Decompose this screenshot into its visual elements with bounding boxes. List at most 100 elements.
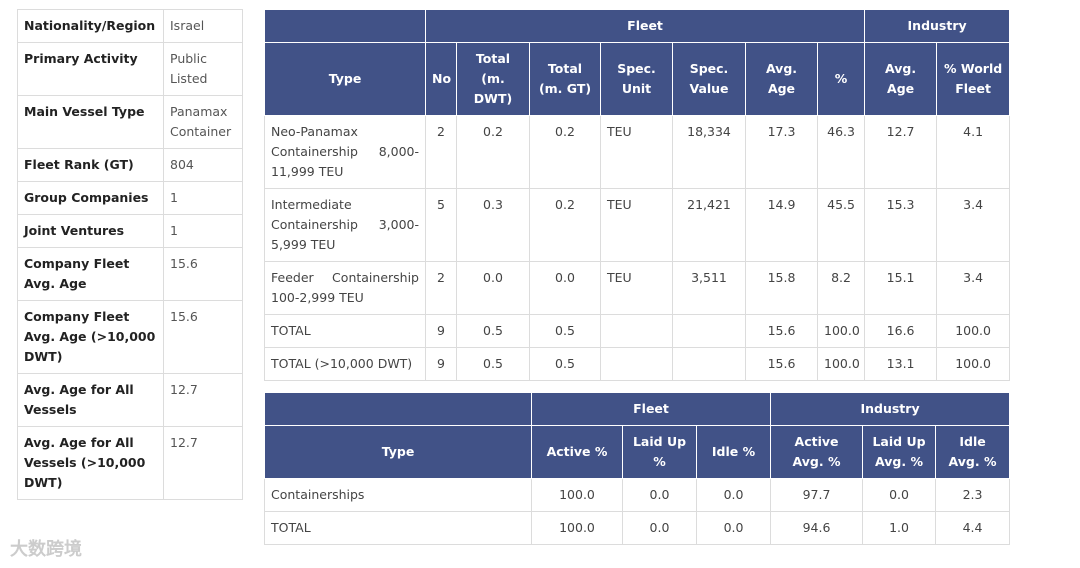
column-header: Avg. Age bbox=[745, 42, 818, 116]
profile-value: 1 bbox=[163, 181, 243, 215]
cell: 100.0 bbox=[816, 347, 866, 381]
column-header: % bbox=[816, 42, 866, 116]
cell: 15.6 bbox=[745, 347, 818, 381]
cell: 1.0 bbox=[862, 511, 937, 545]
cell: 0.0 bbox=[862, 478, 937, 512]
cell: 2 bbox=[425, 261, 457, 315]
profile-label: Company Fleet Avg. Age bbox=[17, 247, 164, 301]
cell bbox=[672, 347, 746, 381]
cell: 0.5 bbox=[529, 314, 601, 348]
cell: 3.4 bbox=[936, 261, 1011, 315]
cell: 45.5 bbox=[816, 188, 866, 262]
profile-row: Joint Ventures 1 bbox=[17, 214, 243, 248]
cell: 3.4 bbox=[936, 188, 1011, 262]
column-header-row: Type Active % Laid Up % Idle % Active Avg. %… bbox=[264, 425, 1011, 479]
cell: 18,334 bbox=[672, 115, 746, 189]
column-header: Laid Up Avg. % bbox=[862, 425, 937, 479]
column-header: Type bbox=[264, 42, 426, 116]
profile-label: Primary Activity bbox=[17, 42, 164, 96]
cell: 0.2 bbox=[529, 115, 601, 189]
cell: 13.1 bbox=[864, 347, 938, 381]
profile-label: Main Vessel Type bbox=[17, 95, 164, 149]
group-header: Industry bbox=[770, 392, 1011, 426]
data-row: Neo-Panamax Containership 8,000-11,999 T… bbox=[264, 115, 1011, 189]
header-blank bbox=[264, 392, 532, 426]
cell: 0.2 bbox=[456, 115, 530, 189]
data-row: TOTAL 100.0 0.0 0.0 94.6 1.0 4.4 bbox=[264, 511, 1011, 545]
cell: 0.0 bbox=[529, 261, 601, 315]
cell: 12.7 bbox=[864, 115, 938, 189]
column-header: Spec. Unit bbox=[600, 42, 673, 116]
cell: 0.3 bbox=[456, 188, 530, 262]
profile-row: Avg. Age for All Vessels 12.7 bbox=[17, 373, 243, 427]
column-header: Total (m. DWT) bbox=[456, 42, 530, 116]
cell: 0.5 bbox=[456, 314, 530, 348]
cell: TEU bbox=[600, 261, 673, 315]
profile-value: Israel bbox=[163, 9, 243, 43]
status-table: Fleet Industry Type Active % Laid Up % Idle %… bbox=[264, 392, 1011, 545]
cell: 2 bbox=[425, 115, 457, 189]
group-header: Fleet bbox=[530, 392, 772, 426]
cell: 15.1 bbox=[864, 261, 938, 315]
cell: 97.7 bbox=[770, 478, 864, 512]
column-header: Idle Avg. % bbox=[935, 425, 1011, 479]
profile-label: Nationality/Region bbox=[17, 9, 164, 43]
type-cell: TOTAL bbox=[264, 314, 426, 348]
profile-value: Panamax Container bbox=[163, 95, 243, 149]
profile-label: Joint Ventures bbox=[17, 214, 164, 248]
data-row: Intermediate Containership 3,000-5,999 T… bbox=[264, 188, 1011, 262]
column-header: Laid Up % bbox=[622, 425, 697, 479]
cell: 21,421 bbox=[672, 188, 746, 262]
column-header: Type bbox=[264, 425, 532, 479]
profile-value: 15.6 bbox=[163, 247, 243, 301]
profile-value: Public Listed bbox=[163, 42, 243, 96]
group-header-row: Fleet Industry bbox=[264, 392, 1011, 426]
cell: 17.3 bbox=[745, 115, 818, 189]
column-header: No bbox=[425, 42, 457, 116]
cell: 9 bbox=[425, 347, 457, 381]
type-cell: Neo-Panamax Containership 8,000-11,999 T… bbox=[264, 115, 426, 189]
profile-value: 12.7 bbox=[163, 373, 243, 427]
cell: 0.0 bbox=[456, 261, 530, 315]
cell: TEU bbox=[600, 188, 673, 262]
cell: 14.9 bbox=[745, 188, 818, 262]
cell: 100.0 bbox=[936, 314, 1011, 348]
column-header: Idle % bbox=[695, 425, 772, 479]
cell: 100.0 bbox=[531, 478, 623, 512]
profile-row: Company Fleet Avg. Age (>10,000 DWT) 15.6 bbox=[17, 300, 243, 374]
profile-row: Company Fleet Avg. Age 15.6 bbox=[17, 247, 243, 301]
profile-label: Group Companies bbox=[17, 181, 164, 215]
cell: 0.2 bbox=[529, 188, 601, 262]
cell: 15.6 bbox=[745, 314, 818, 348]
column-header: % World Fleet bbox=[936, 42, 1011, 116]
type-cell: TOTAL (>10,000 DWT) bbox=[264, 347, 426, 381]
column-header: Active % bbox=[531, 425, 623, 479]
column-header: Spec. Value bbox=[672, 42, 746, 116]
cell: 0.5 bbox=[529, 347, 601, 381]
column-header: Avg. Age bbox=[864, 42, 938, 116]
profile-row: Primary Activity Public Listed bbox=[17, 42, 243, 96]
type-cell: TOTAL bbox=[264, 511, 532, 545]
cell: 0.0 bbox=[622, 511, 697, 545]
profile-row: Avg. Age for All Vessels (>10,000 DWT) 12… bbox=[17, 426, 243, 500]
cell bbox=[672, 314, 746, 348]
cell: TEU bbox=[600, 115, 673, 189]
column-header: Active Avg. % bbox=[770, 425, 864, 479]
cell: 5 bbox=[425, 188, 457, 262]
data-row: Feeder Containership 100-2,999 TEU 2 0.0 0.… bbox=[264, 261, 1011, 315]
profile-value: 15.6 bbox=[163, 300, 243, 374]
profile-label: Fleet Rank (GT) bbox=[17, 148, 164, 182]
type-cell: Containerships bbox=[264, 478, 532, 512]
cell: 0.5 bbox=[456, 347, 530, 381]
type-cell: Intermediate Containership 3,000-5,999 T… bbox=[264, 188, 426, 262]
cell: 100.0 bbox=[936, 347, 1011, 381]
profile-value: 12.7 bbox=[163, 426, 243, 500]
cell: 0.0 bbox=[695, 478, 772, 512]
cell: 9 bbox=[425, 314, 457, 348]
cell: 3,511 bbox=[672, 261, 746, 315]
profile-row: Group Companies 1 bbox=[17, 181, 243, 215]
column-header: Total (m. GT) bbox=[529, 42, 601, 116]
type-cell: Feeder Containership 100-2,999 TEU bbox=[264, 261, 426, 315]
profile-value: 804 bbox=[163, 148, 243, 182]
cell: 15.3 bbox=[864, 188, 938, 262]
